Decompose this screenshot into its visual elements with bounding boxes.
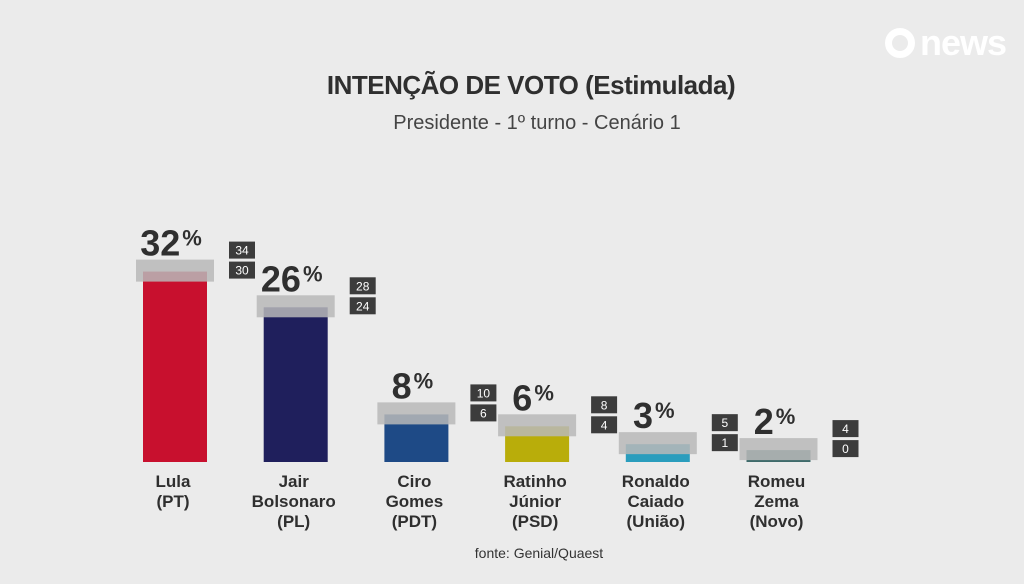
category-label: Jair bbox=[279, 472, 310, 491]
data-label: 32% bbox=[140, 223, 202, 264]
range-low-label: 30 bbox=[235, 264, 249, 278]
range-low-box bbox=[711, 434, 738, 452]
range-high-label: 28 bbox=[356, 279, 370, 293]
category-label: (PL) bbox=[277, 512, 310, 531]
range-low-box bbox=[349, 297, 376, 315]
range-high-box bbox=[470, 384, 497, 402]
category-label: Gomes bbox=[386, 492, 444, 511]
category-label: Lula bbox=[156, 472, 191, 491]
range-high-box bbox=[711, 414, 738, 432]
data-label: 6% bbox=[512, 377, 554, 418]
chart-source: fonte: Genial/Quaest bbox=[474, 545, 604, 561]
category-label: Zema bbox=[754, 492, 799, 511]
category-label: (Novo) bbox=[750, 512, 804, 531]
range-high-label: 34 bbox=[235, 244, 249, 258]
range-high-label: 10 bbox=[477, 386, 491, 400]
category-label: Ronaldo bbox=[622, 472, 690, 491]
range-low-label: 0 bbox=[842, 442, 849, 456]
error-margin-band bbox=[136, 259, 214, 282]
bar bbox=[143, 271, 207, 462]
range-low-box bbox=[591, 416, 618, 434]
range-low-label: 4 bbox=[601, 418, 608, 432]
data-label: 26% bbox=[261, 258, 323, 299]
category-label: Ratinho bbox=[503, 472, 566, 491]
range-high-label: 4 bbox=[842, 422, 849, 436]
range-high-box bbox=[229, 241, 255, 259]
range-low-label: 24 bbox=[356, 299, 370, 313]
globonews-logo: news bbox=[884, 22, 1007, 64]
category-label: (PT) bbox=[156, 492, 189, 511]
category-label: (União) bbox=[627, 512, 686, 531]
chart-subtitle: Presidente - 1º turno - Cenário 1 bbox=[393, 112, 681, 134]
range-high-box bbox=[832, 420, 859, 438]
bar bbox=[263, 307, 328, 462]
chart-title: INTENÇÃO DE VOTO (Estimulada) bbox=[326, 70, 736, 100]
error-margin-band bbox=[618, 432, 697, 455]
logo-text: news bbox=[919, 22, 1007, 63]
globo-circle-icon bbox=[884, 28, 915, 58]
category-label: (PSD) bbox=[512, 512, 558, 531]
range-low-box bbox=[832, 440, 859, 458]
range-high-label: 5 bbox=[721, 416, 728, 430]
range-low-label: 1 bbox=[721, 436, 728, 450]
error-margin-band bbox=[498, 414, 577, 437]
range-low-box bbox=[470, 404, 497, 422]
category-label: Ciro bbox=[397, 472, 431, 491]
category-label: Júnior bbox=[509, 492, 561, 511]
error-margin-band bbox=[256, 295, 335, 318]
data-label: 2% bbox=[754, 401, 796, 442]
category-label: Bolsonaro bbox=[252, 492, 336, 511]
error-margin-band bbox=[377, 402, 456, 425]
data-label: 8% bbox=[392, 365, 434, 406]
range-high-label: 8 bbox=[601, 398, 608, 412]
range-high-box bbox=[591, 396, 618, 414]
category-label: (PDT) bbox=[392, 512, 437, 531]
range-low-label: 6 bbox=[480, 406, 487, 420]
error-margin-band bbox=[739, 438, 818, 461]
range-low-box bbox=[229, 261, 255, 279]
data-label: 3% bbox=[633, 395, 675, 436]
range-high-box bbox=[349, 277, 376, 295]
category-label: Romeu bbox=[748, 472, 806, 491]
category-label: Caiado bbox=[627, 492, 684, 511]
